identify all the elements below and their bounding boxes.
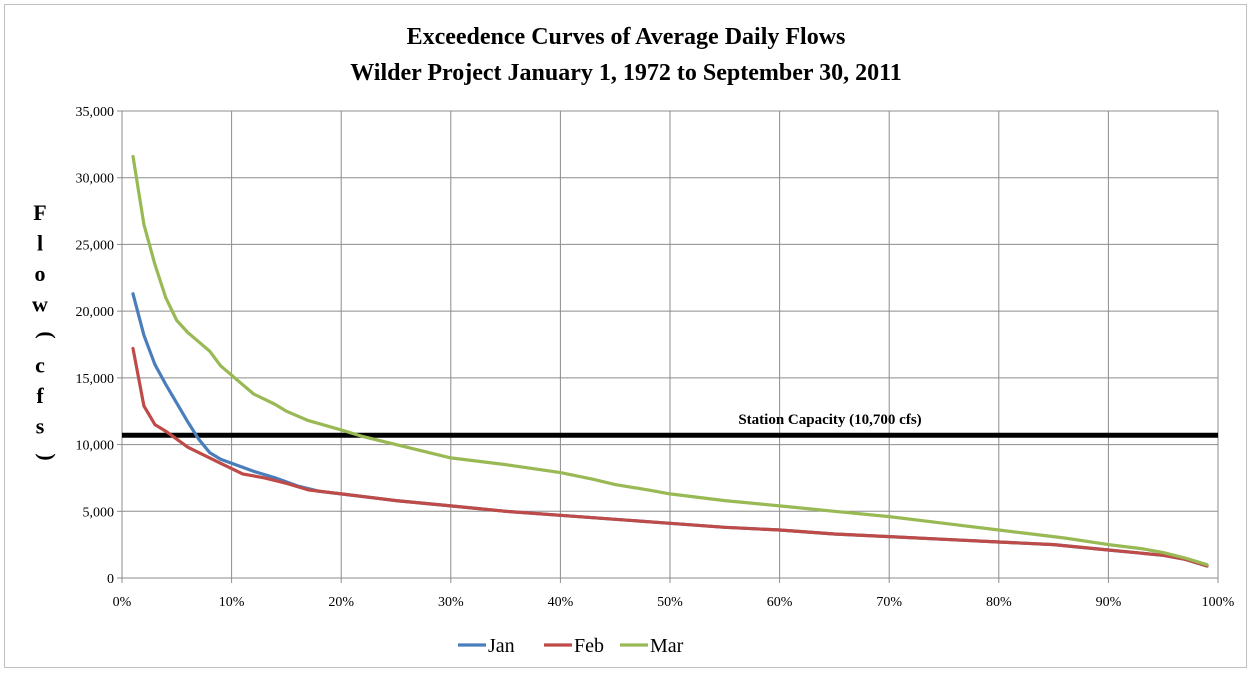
x-tick-label: 40% [548, 595, 574, 610]
y-axis-label-char: f [36, 383, 44, 408]
x-tick-label: 80% [986, 595, 1012, 610]
x-tick-label: 30% [438, 595, 464, 610]
series-lines [131, 154, 1209, 568]
x-tick-label: 50% [657, 595, 683, 610]
legend-label-jan: Jan [488, 635, 515, 657]
x-tick-label: 0% [113, 595, 132, 610]
y-axis-ticks: 0 5,000 10,000 15,000 20,000 25,000 30,000 35,0… [76, 105, 115, 587]
y-axis-label-char: ) [35, 453, 60, 460]
station-capacity-line: Station Capacity (10,700 cfs) [122, 412, 1218, 438]
x-tick-label: 100% [1202, 595, 1235, 610]
y-axis-label-char: F [33, 200, 46, 225]
x-tick-label: 20% [328, 595, 354, 610]
chart-frame [4, 4, 1247, 668]
legend-label-mar: Mar [650, 635, 684, 657]
y-tick-label: 35,000 [76, 105, 115, 120]
x-tick-label: 90% [1096, 595, 1122, 610]
chart-title-line-1: Exceedence Curves of Average Daily Flows [407, 24, 846, 50]
series-line-mar [131, 154, 1209, 567]
y-axis-label-char: c [35, 353, 45, 378]
y-tick-label: 15,000 [76, 372, 115, 387]
series-line-feb [131, 346, 1209, 568]
chart-title-line-2: Wilder Project January 1, 1972 to Septem… [350, 60, 902, 86]
x-tick-label: 70% [876, 595, 902, 610]
y-tick-label: 25,000 [76, 238, 115, 253]
x-tick-label: 60% [767, 595, 793, 610]
x-tick-label: 10% [219, 595, 245, 610]
y-axis-label-char: w [32, 292, 48, 317]
legend: Jan Feb Mar [458, 635, 684, 657]
y-axis-label-char: o [35, 261, 46, 286]
x-axis-ticks: 0% 10% 20% 30% 40% 50% 60% 70% 80% 90% 100% [113, 595, 1235, 610]
y-tick-label: 0 [107, 572, 114, 587]
y-tick-label: 30,000 [76, 172, 115, 187]
y-tick-label: 5,000 [83, 505, 115, 520]
gridlines [117, 110, 1219, 583]
reference-line-label: Station Capacity (10,700 cfs) [738, 412, 921, 428]
y-axis-label-char: ( [35, 331, 60, 338]
y-tick-label: 20,000 [76, 305, 115, 320]
y-axis-label-char: s [36, 414, 45, 439]
y-tick-label: 10,000 [76, 439, 115, 454]
legend-label-feb: Feb [574, 635, 604, 657]
y-axis-label-char: l [37, 231, 43, 256]
y-axis-label: Flow ( cfs) [32, 200, 60, 461]
